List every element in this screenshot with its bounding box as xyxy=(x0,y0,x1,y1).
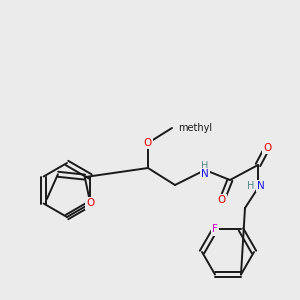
Text: O: O xyxy=(263,143,271,153)
Text: O: O xyxy=(86,199,94,208)
Text: H: H xyxy=(247,181,255,191)
Text: O: O xyxy=(144,138,152,148)
Text: N: N xyxy=(201,169,209,179)
Text: N: N xyxy=(257,181,265,191)
Text: O: O xyxy=(218,195,226,205)
Text: methyl: methyl xyxy=(178,123,212,133)
Text: H: H xyxy=(201,161,209,171)
Text: F: F xyxy=(212,224,218,235)
